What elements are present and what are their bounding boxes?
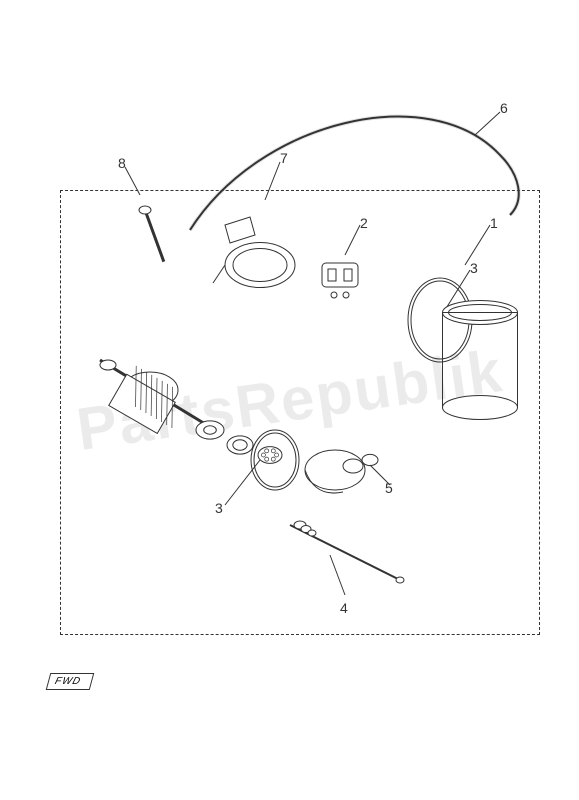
- fwd-direction-badge: FWD: [46, 673, 94, 690]
- armature: [100, 360, 215, 433]
- callout-5: 5: [385, 480, 393, 496]
- callout-1: 1: [490, 215, 498, 231]
- cable-6: [190, 117, 519, 230]
- bracket-7: [225, 217, 255, 243]
- washer-a: [196, 421, 224, 439]
- bolt-8: [139, 206, 164, 262]
- callout-8: 8: [118, 155, 126, 171]
- callout-4: 4: [340, 600, 348, 616]
- roller: [258, 447, 282, 464]
- bearing: [227, 436, 253, 454]
- housing-top: [213, 243, 295, 288]
- callout-3: 3: [215, 500, 223, 516]
- through-bolt-4: [290, 525, 404, 583]
- oring-5: [362, 454, 378, 465]
- end-housing: [305, 450, 365, 493]
- callout-6: 6: [500, 100, 508, 116]
- callout-3: 3: [470, 260, 478, 276]
- brush-set-2: [322, 263, 358, 298]
- callout-7: 7: [280, 150, 288, 166]
- motor-can: [443, 301, 518, 420]
- callout-2: 2: [360, 215, 368, 231]
- small-washers: [294, 521, 316, 536]
- fwd-label: FWD: [46, 673, 94, 690]
